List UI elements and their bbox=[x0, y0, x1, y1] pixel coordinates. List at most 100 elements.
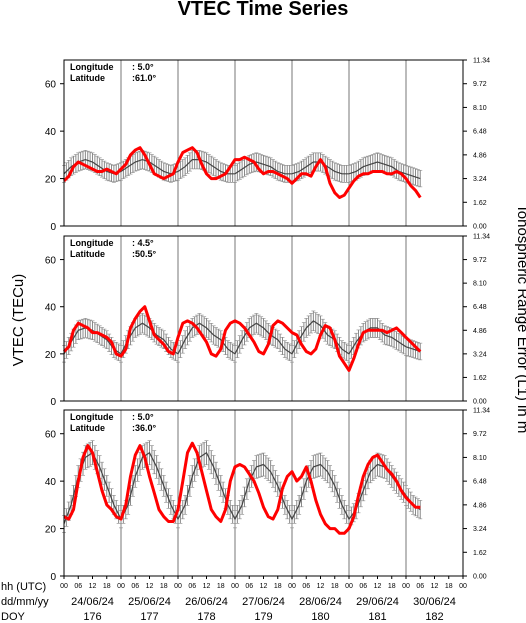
right-tick-label: 9.72 bbox=[473, 257, 487, 264]
hour-tick-label: 00 bbox=[345, 583, 353, 590]
right-tick-label: 1.62 bbox=[473, 375, 487, 382]
longitude-label: Longitude bbox=[70, 62, 114, 72]
doy-label: 179 bbox=[254, 611, 272, 623]
hour-tick-label: 12 bbox=[431, 583, 439, 590]
panels-group: 0 20 40 60 0.00 1.62 3.24 4.86 6.48 8.10 9.72 11.34… bbox=[45, 58, 490, 584]
left-tick-label: 20 bbox=[45, 175, 57, 186]
hour-tick-label: 18 bbox=[217, 583, 225, 590]
left-tick-label: 20 bbox=[45, 525, 57, 536]
date-label: 30/06/24 bbox=[413, 596, 456, 608]
right-tick-label: 11.34 bbox=[473, 234, 490, 241]
latitude-label: Latitude bbox=[70, 249, 105, 259]
panel-frame bbox=[63, 235, 464, 402]
model-line bbox=[63, 158, 421, 180]
latitude-value: :61.0° bbox=[132, 73, 157, 83]
hour-tick-label: 12 bbox=[374, 583, 382, 590]
hour-tick-label: 06 bbox=[416, 583, 424, 590]
right-tick-label: 1.62 bbox=[473, 200, 487, 207]
right-tick-label: 9.72 bbox=[473, 431, 487, 438]
hour-tick-label: 12 bbox=[260, 583, 268, 590]
hour-tick-label: 00 bbox=[231, 583, 239, 590]
model-band bbox=[62, 440, 423, 533]
right-tick-label: 3.24 bbox=[473, 351, 487, 358]
doy-label: 181 bbox=[368, 611, 386, 623]
hour-tick-label: 00 bbox=[117, 583, 125, 590]
panel-3: 0 20 40 60 0.00 1.62 3.24 4.86 6.48 8.10 9.72 11.34… bbox=[45, 408, 490, 584]
hour-tick-label: 18 bbox=[388, 583, 396, 590]
hour-tick-label: 06 bbox=[302, 583, 310, 590]
doy-label: 182 bbox=[425, 611, 443, 623]
latitude-value: :36.0° bbox=[132, 423, 157, 433]
left-tick-label: 0 bbox=[50, 572, 56, 583]
observed-line bbox=[63, 441, 421, 535]
date-label: 26/06/24 bbox=[185, 596, 228, 608]
chart-title: VTEC Time Series bbox=[178, 0, 349, 20]
longitude-value: : 5.0° bbox=[132, 412, 154, 422]
date-label: 28/06/24 bbox=[299, 596, 342, 608]
hour-tick-label: 06 bbox=[188, 583, 196, 590]
latitude-label: Latitude bbox=[70, 423, 105, 433]
left-tick-label: 0 bbox=[50, 397, 56, 408]
hour-tick-label: 00 bbox=[459, 583, 467, 590]
hour-tick-label: 12 bbox=[89, 583, 97, 590]
hour-tick-label: 06 bbox=[74, 583, 82, 590]
longitude-label: Longitude bbox=[70, 412, 114, 422]
right-tick-label: 4.86 bbox=[473, 502, 487, 509]
left-tick-label: 60 bbox=[45, 430, 57, 441]
right-tick-label: 8.10 bbox=[473, 455, 487, 462]
hour-tick-label: 06 bbox=[131, 583, 139, 590]
right-tick-label: 8.10 bbox=[473, 281, 487, 288]
right-tick-label: 9.72 bbox=[473, 81, 487, 88]
date-label: 24/06/24 bbox=[71, 596, 114, 608]
doy-label: 180 bbox=[311, 611, 329, 623]
right-tick-label: 4.86 bbox=[473, 152, 487, 159]
date-label: 25/06/24 bbox=[128, 596, 171, 608]
hour-tick-label: 06 bbox=[245, 583, 253, 590]
hour-tick-label: 18 bbox=[331, 583, 339, 590]
hour-tick-label: 00 bbox=[402, 583, 410, 590]
observed-line bbox=[62, 305, 422, 372]
hour-tick-label: 06 bbox=[359, 583, 367, 590]
hour-tick-label: 12 bbox=[317, 583, 325, 590]
panel-1: 0 20 40 60 0.00 1.62 3.24 4.86 6.48 8.10 9.72 11.34… bbox=[45, 58, 490, 234]
right-tick-label: 11.34 bbox=[473, 408, 490, 415]
left-tick-label: 20 bbox=[45, 350, 57, 361]
panel-2: 0 20 40 60 0.00 1.62 3.24 4.86 6.48 8.10 9.72 11.34… bbox=[45, 234, 490, 409]
hour-tick-label: 18 bbox=[160, 583, 168, 590]
right-tick-label: 0.00 bbox=[473, 574, 487, 581]
right-tick-label: 8.10 bbox=[473, 105, 487, 112]
hour-tick-label: 00 bbox=[174, 583, 182, 590]
panel-frame bbox=[63, 59, 464, 227]
hour-tick-label: 18 bbox=[103, 583, 111, 590]
x-axis-group: 00 06 12 18 00 06 12 18 00 06 12 18 00 06 12 18 00 06 12 18… bbox=[1, 576, 467, 623]
observed-line bbox=[62, 146, 422, 199]
x-row-label: DOY bbox=[1, 611, 26, 623]
hour-tick-label: 12 bbox=[146, 583, 154, 590]
x-row-label: dd/mm/yy bbox=[1, 596, 49, 608]
latitude-label: Latitude bbox=[70, 73, 105, 83]
right-tick-label: 6.48 bbox=[473, 304, 487, 311]
y-axis-label-right: Ionospheric Range Error (L1) in m bbox=[514, 207, 526, 434]
right-tick-label: 0.00 bbox=[473, 399, 487, 406]
x-row-label: hh (UTC) bbox=[1, 581, 46, 593]
longitude-value: : 4.5° bbox=[132, 238, 154, 248]
date-label: 27/06/24 bbox=[242, 596, 285, 608]
hour-tick-label: 18 bbox=[445, 583, 453, 590]
doy-label: 178 bbox=[197, 611, 215, 623]
left-tick-label: 40 bbox=[45, 127, 57, 138]
right-tick-label: 6.48 bbox=[473, 129, 487, 136]
latitude-value: :50.5° bbox=[132, 249, 157, 259]
left-tick-label: 60 bbox=[45, 80, 57, 91]
doy-label: 176 bbox=[83, 611, 101, 623]
doy-label: 177 bbox=[140, 611, 158, 623]
left-tick-label: 60 bbox=[45, 256, 57, 267]
left-tick-label: 40 bbox=[45, 477, 57, 488]
hour-tick-label: 00 bbox=[60, 583, 68, 590]
right-tick-label: 1.62 bbox=[473, 550, 487, 557]
hour-tick-label: 18 bbox=[274, 583, 282, 590]
longitude-label: Longitude bbox=[70, 238, 114, 248]
right-tick-label: 3.24 bbox=[473, 526, 487, 533]
hour-tick-label: 12 bbox=[203, 583, 211, 590]
longitude-value: : 5.0° bbox=[132, 62, 154, 72]
